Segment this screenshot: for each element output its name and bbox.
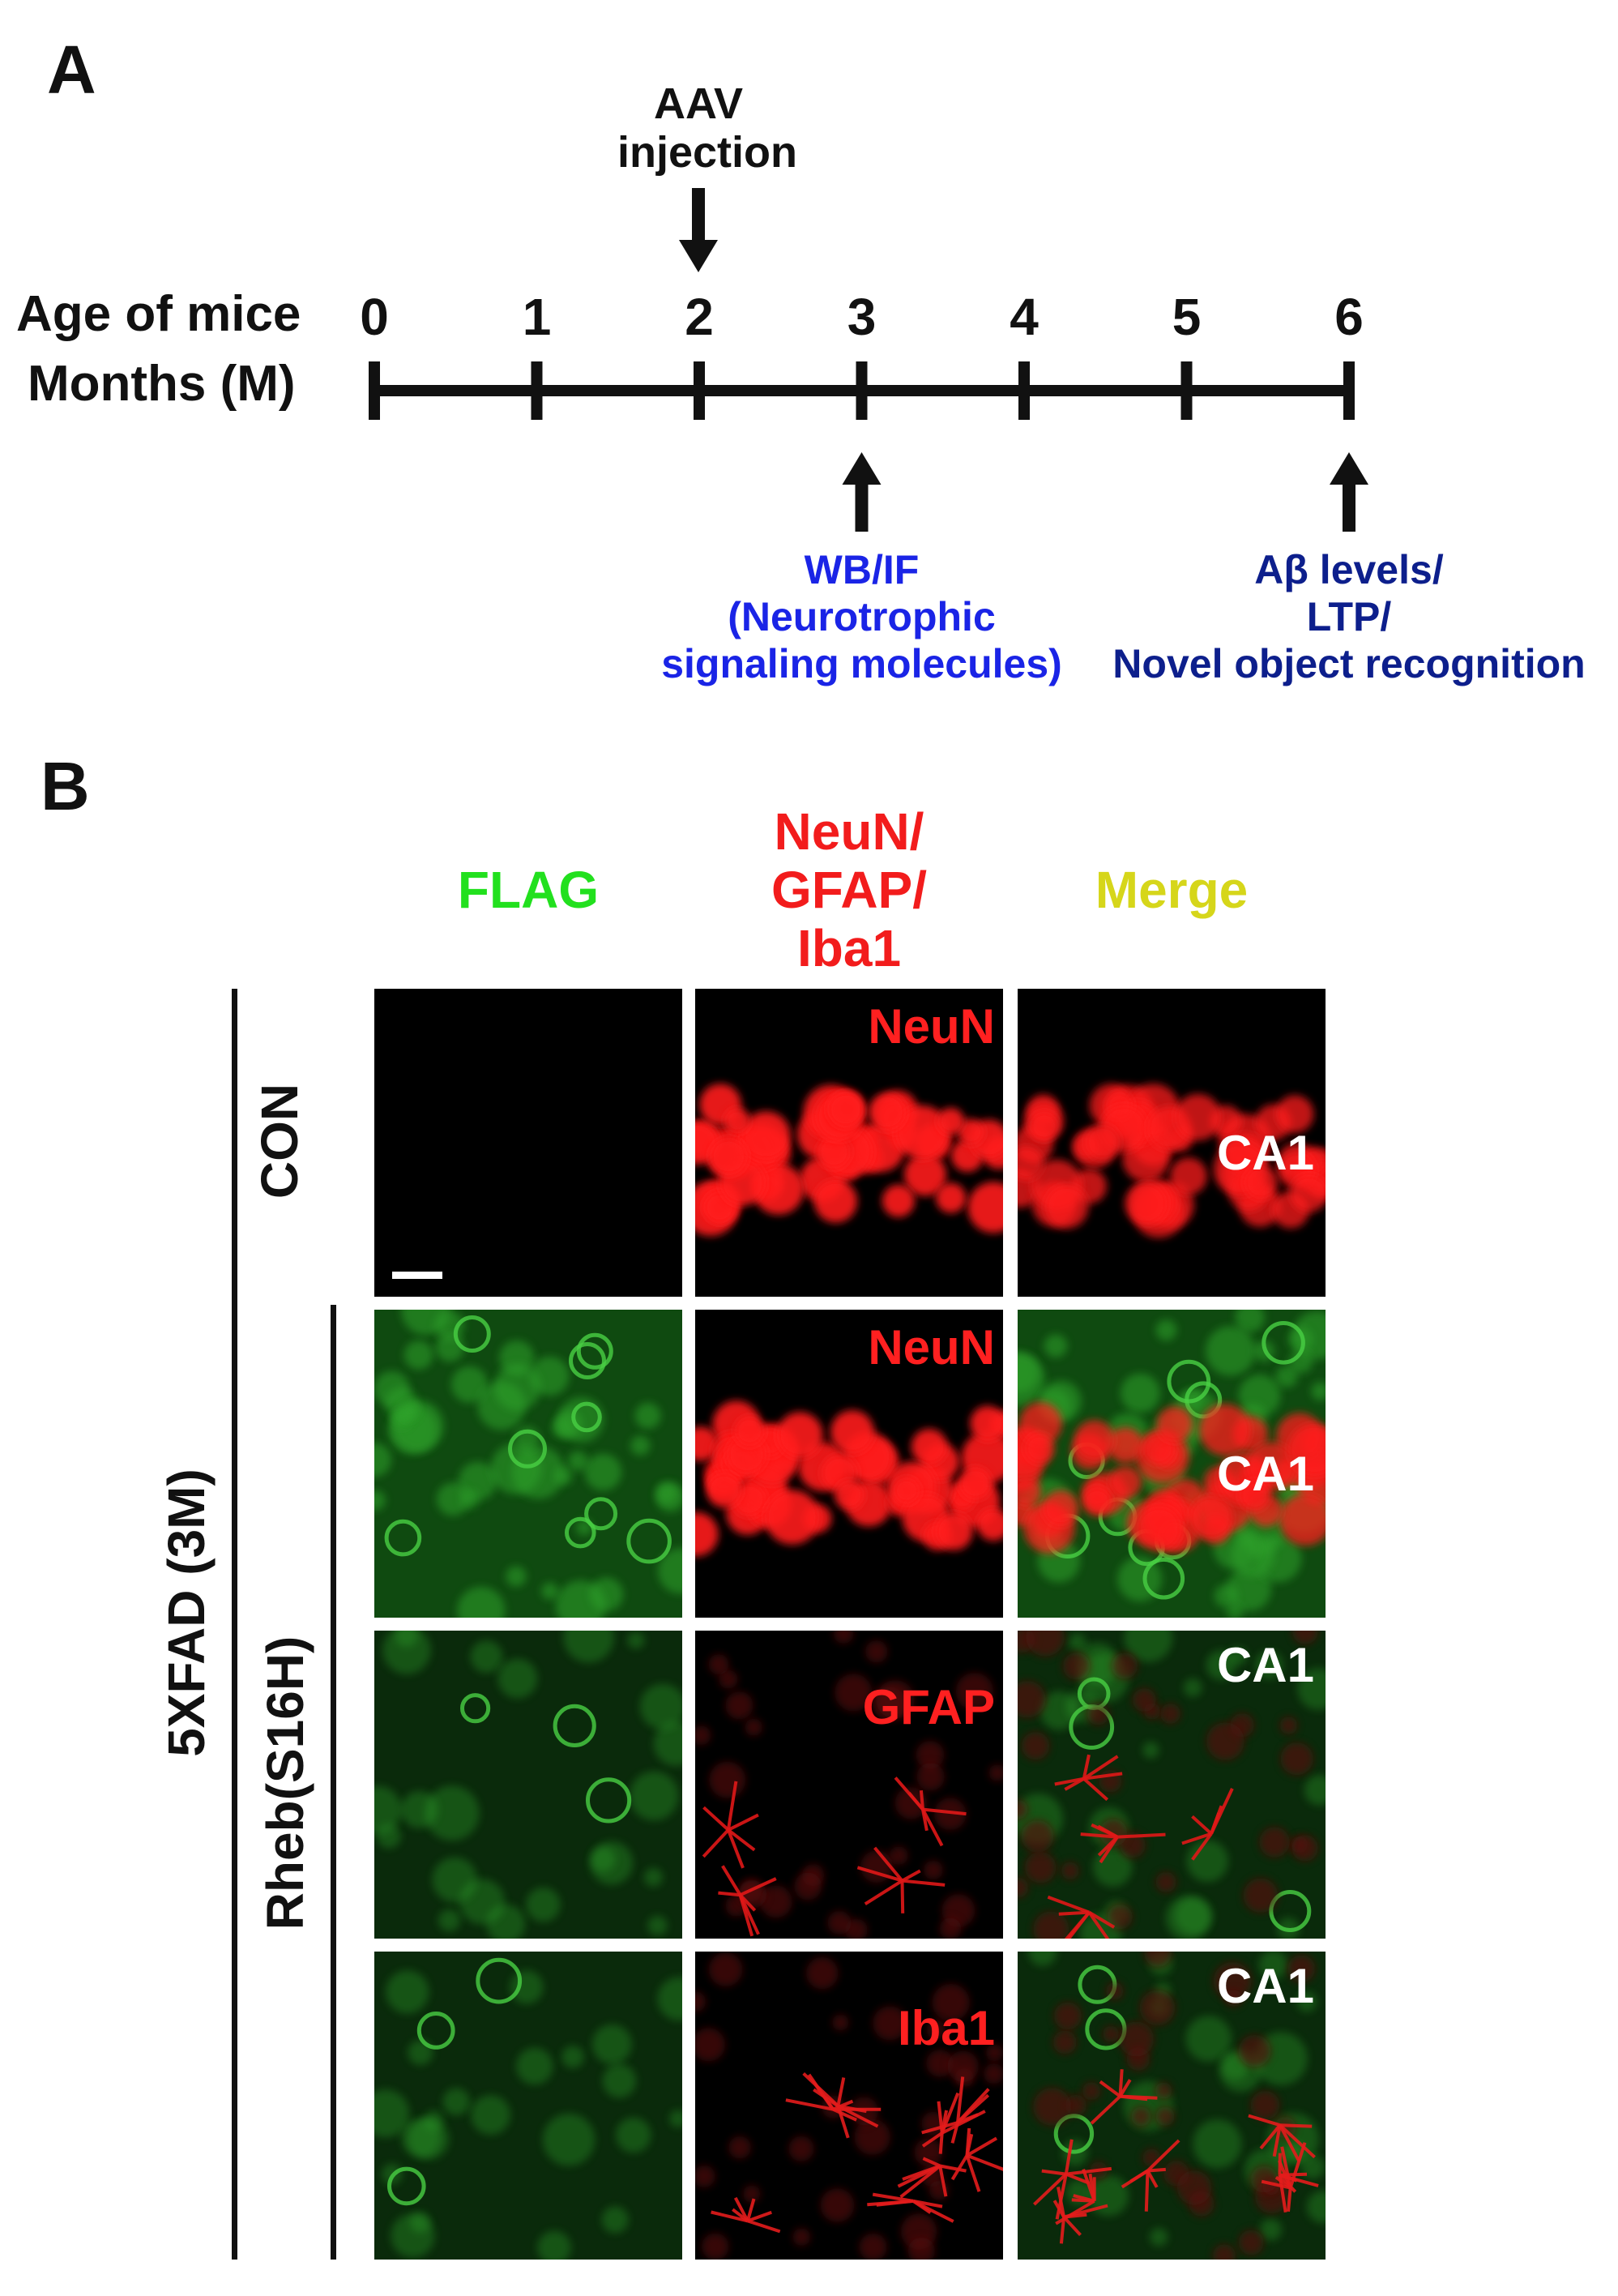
marker-micrograph: NeuN xyxy=(695,989,1003,1297)
marker-label: Iba1 xyxy=(897,2001,995,2055)
injection-label-line2: injection xyxy=(617,128,798,177)
region-label: CA1 xyxy=(1216,1447,1314,1501)
timeline-ticks xyxy=(369,361,1355,420)
assay-note-line: Novel object recognition xyxy=(1112,641,1586,686)
panel-b-letter: B xyxy=(41,748,90,824)
column-header-line: Iba1 xyxy=(796,919,902,977)
marker-label: NeuN xyxy=(868,999,995,1054)
column-header: FLAG xyxy=(374,861,682,919)
region-label: CA1 xyxy=(1216,1126,1314,1180)
age-of-mice-label: Age of mice xyxy=(16,286,301,342)
months-label: Months (M) xyxy=(28,356,296,412)
assay-arrow xyxy=(1330,452,1368,532)
merge-micrograph: CA1 xyxy=(1018,1631,1326,1939)
row-label-rheb: Rheb(S16H) xyxy=(256,1635,314,1930)
assay-note-line: Aβ levels/ xyxy=(1254,547,1444,592)
injection-arrow xyxy=(679,188,718,272)
merge-micrograph: CA1 xyxy=(1018,1310,1326,1618)
row-label-5xfad: 5XFAD (3M) xyxy=(157,1469,216,1757)
timeline-svg xyxy=(369,188,1368,532)
timeline-tick-label: 2 xyxy=(685,288,714,346)
marker-label: NeuN xyxy=(868,1320,995,1375)
assay-note-line: signaling molecules) xyxy=(661,641,1062,686)
assay-arrows xyxy=(842,452,1368,532)
injection-label-line1: AAV xyxy=(653,79,743,128)
assay-note: WB/IF (Neurotrophic signaling molecules) xyxy=(619,546,1105,687)
assay-note-line: WB/IF xyxy=(804,547,920,592)
group-bracket-line xyxy=(232,989,237,2260)
marker-micrograph: Iba1 xyxy=(695,1952,1003,2260)
flag-micrograph xyxy=(374,989,682,1297)
assay-arrow xyxy=(842,452,882,532)
injection-label: AAV injection xyxy=(617,79,798,177)
flag-micrograph xyxy=(374,1631,682,1939)
region-label: CA1 xyxy=(1216,1959,1314,2013)
flag-micrograph xyxy=(374,1952,682,2260)
timeline-tick-label: 0 xyxy=(360,288,389,346)
merge-micrograph: CA1 xyxy=(1018,989,1326,1297)
row-label-con: CON xyxy=(250,1083,309,1199)
timeline-tick-label: 5 xyxy=(1172,288,1202,346)
timeline-tick-label: 4 xyxy=(1010,288,1039,346)
assay-note: Aβ levels/LTP/Novel object recognition xyxy=(1106,546,1592,687)
marker-label: GFAP xyxy=(862,1680,995,1734)
marker-micrograph: NeuN xyxy=(695,1310,1003,1618)
scale-bar xyxy=(392,1272,442,1279)
timeline-tick-label: 3 xyxy=(847,288,877,346)
panel-a-letter: A xyxy=(47,32,96,108)
column-header: Merge xyxy=(1018,861,1326,919)
timeline-tick-label: 1 xyxy=(522,288,552,346)
assay-note-line: LTP/ xyxy=(1306,594,1392,639)
column-header-line: GFAP/ xyxy=(771,861,928,919)
flag-micrograph xyxy=(374,1310,682,1618)
column-header-line: Merge xyxy=(1095,861,1249,919)
subgroup-bracket-line xyxy=(331,1305,336,2260)
marker-micrograph: GFAP xyxy=(695,1631,1003,1939)
column-header: NeuN/GFAP/Iba1 xyxy=(695,802,1003,977)
column-header-line: FLAG xyxy=(457,861,600,919)
region-label: CA1 xyxy=(1216,1638,1314,1692)
timeline-tick-label: 6 xyxy=(1334,288,1364,346)
merge-micrograph: CA1 xyxy=(1018,1952,1326,2260)
assay-note-line: (Neurotrophic xyxy=(728,594,996,639)
column-header-line: NeuN/ xyxy=(774,802,924,861)
